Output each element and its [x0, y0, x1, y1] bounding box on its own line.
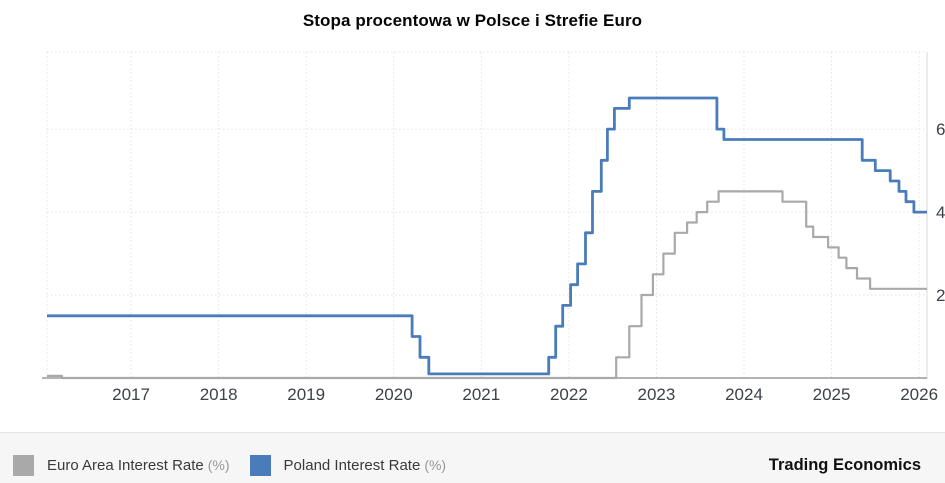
x-tick-label: 2022 — [550, 385, 588, 404]
x-tick-label: 2026 — [900, 385, 938, 404]
legend-label-euro-area: Euro Area Interest Rate (%) — [47, 457, 230, 474]
legend-item-euro-area[interactable]: Euro Area Interest Rate (%) — [13, 455, 230, 476]
x-tick-label: 2021 — [462, 385, 500, 404]
legend-unit-euro-area: (%) — [207, 457, 230, 473]
x-tick-label: 2023 — [638, 385, 676, 404]
legend-label-poland: Poland Interest Rate (%) — [283, 457, 447, 474]
x-tick-label: 2017 — [112, 385, 150, 404]
euro-area-line[interactable] — [47, 190, 927, 380]
x-tick-label: 2025 — [813, 385, 851, 404]
y-tick-label: 6 — [936, 120, 945, 139]
legend: Euro Area Interest Rate (%) Poland Intere… — [13, 455, 466, 476]
legend-unit-poland: (%) — [424, 457, 447, 473]
legend-item-poland[interactable]: Poland Interest Rate (%) — [249, 455, 447, 476]
poland-swatch-icon — [249, 455, 271, 476]
poland-line[interactable] — [47, 96, 927, 376]
chart-plot: 2017 2018 2019 2020 2021 2022 2023 2024 2025 2026… — [42, 51, 945, 404]
x-tick-label: 2020 — [375, 385, 413, 404]
euro-area-swatch-icon — [13, 455, 34, 476]
x-tick-label: 2024 — [725, 385, 763, 404]
chart-footer: Euro Area Interest Rate (%) Poland Intere… — [0, 432, 945, 483]
y-tick-label: 2 — [936, 286, 945, 305]
trading-economics-branding[interactable]: Trading Economics — [768, 456, 921, 474]
y-tick-label: 4 — [936, 203, 945, 222]
x-tick-label: 2018 — [200, 385, 238, 404]
chart-title: Stopa procentowa w Polsce i Strefie Euro — [302, 11, 643, 30]
x-tick-label: 2019 — [287, 385, 325, 404]
